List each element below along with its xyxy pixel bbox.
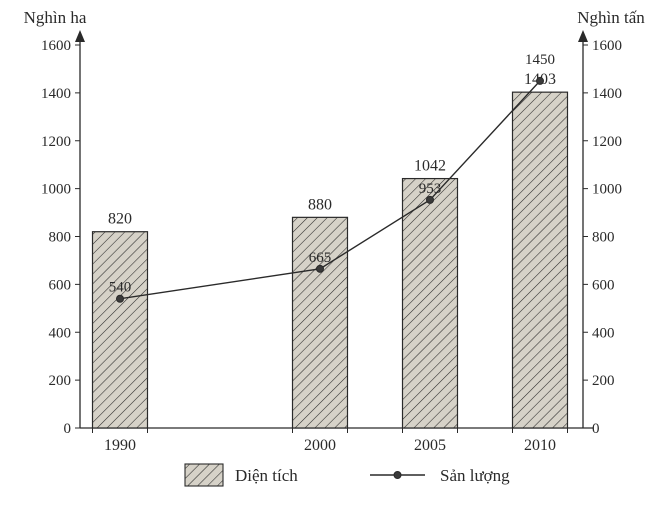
y-right-tick-label: 400 bbox=[592, 325, 615, 341]
y-right-tick-label: 200 bbox=[592, 373, 615, 389]
y-right-tick-label: 1400 bbox=[592, 86, 622, 102]
line-marker bbox=[427, 196, 434, 203]
y-left-tick-label: 1600 bbox=[41, 38, 71, 54]
bar bbox=[513, 92, 568, 428]
line-marker bbox=[317, 265, 324, 272]
bar bbox=[403, 179, 458, 428]
y-left-tick-label: 1000 bbox=[41, 182, 71, 198]
x-category-label: 1990 bbox=[104, 437, 136, 454]
y-left-tick-label: 0 bbox=[64, 421, 72, 437]
legend-bar-label: Diện tích bbox=[235, 466, 298, 485]
y-right-tick-label: 0 bbox=[592, 421, 600, 437]
line-value-label: 665 bbox=[309, 250, 332, 266]
line-value-label: 953 bbox=[419, 181, 442, 197]
chart-container: 0 200 400 600 800 1000 1200 1400 1600 0 200 400 600 8… bbox=[0, 0, 663, 509]
y-right-tick-label: 1200 bbox=[592, 134, 622, 150]
y-left-tick-label: 200 bbox=[49, 373, 72, 389]
y-right-tick-label: 1600 bbox=[592, 38, 622, 54]
x-category-label: 2005 bbox=[414, 437, 446, 454]
line-marker bbox=[117, 295, 124, 302]
y-left-tick-label: 1200 bbox=[41, 134, 71, 150]
combo-bar-line-chart: 0 200 400 600 800 1000 1200 1400 1600 0 200 400 600 8… bbox=[0, 0, 663, 509]
y-right-tick-label: 1000 bbox=[592, 182, 622, 198]
x-category-label: 2010 bbox=[524, 437, 556, 454]
y-left-tick-label: 600 bbox=[49, 277, 72, 293]
legend-bar-swatch bbox=[185, 464, 223, 486]
y-right-axis-title: Nghìn tấn bbox=[577, 8, 645, 27]
line-marker bbox=[537, 77, 544, 84]
legend-line-label: Sản lượng bbox=[440, 466, 510, 485]
y-left-tick-label: 400 bbox=[49, 325, 72, 341]
x-category-label: 2000 bbox=[304, 437, 336, 454]
y-left-tick-label: 1400 bbox=[41, 86, 71, 102]
line-value-label: 540 bbox=[109, 280, 132, 296]
bar-value-label: 1042 bbox=[414, 158, 446, 175]
y-right-tick-label: 800 bbox=[592, 230, 615, 246]
line-value-label: 1450 bbox=[525, 52, 555, 68]
legend-line-swatch bbox=[394, 472, 401, 479]
bar-value-label: 820 bbox=[108, 211, 132, 228]
bar-value-label: 880 bbox=[308, 196, 332, 213]
y-left-axis-title: Nghìn ha bbox=[24, 8, 87, 27]
y-right-tick-label: 600 bbox=[592, 277, 615, 293]
y-left-tick-label: 800 bbox=[49, 230, 72, 246]
bar bbox=[93, 232, 148, 428]
